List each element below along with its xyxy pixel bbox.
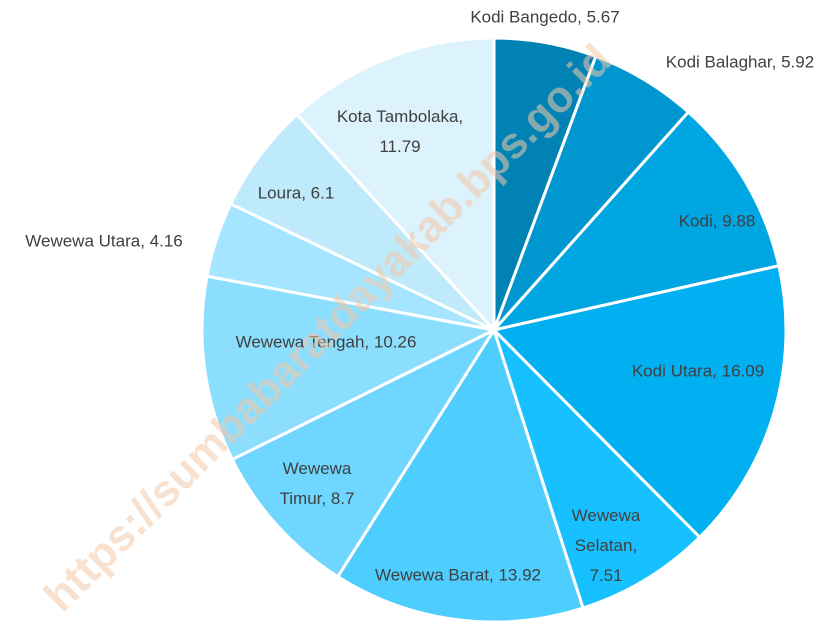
pie-slice [295,36,496,332]
data-label: Wewewa Utara, 4.16 [25,231,182,250]
data-label: Kodi, 9.88 [679,211,756,230]
pie-slice [492,328,702,610]
data-label: Kodi Utara, 16.09 [632,361,764,380]
pie-slice [200,274,496,461]
labels: Kodi Bangedo, 5.67 Kodi Balaghar, 5.92 Kod… [25,7,814,585]
slices [200,36,788,624]
data-label: Kota Tambolaka, 11.79 [337,107,463,156]
data-label: Wewewa Selatan, 7.51 [572,506,641,585]
pie-slice [336,328,585,624]
data-label: Kodi Bangedo, 5.67 [470,7,619,26]
pie-slice [492,110,781,332]
pie-slice [230,328,496,579]
data-label: Kodi Balaghar, 5.92 [666,52,814,71]
data-label: Wewewa Tengah, 10.26 [236,332,417,351]
data-label: Loura, 6.1 [258,183,335,202]
pie-slice [492,264,788,539]
data-label: Wewewa Timur, 8.7 [280,459,355,508]
data-label: Wewewa Barat, 13.92 [375,565,541,584]
